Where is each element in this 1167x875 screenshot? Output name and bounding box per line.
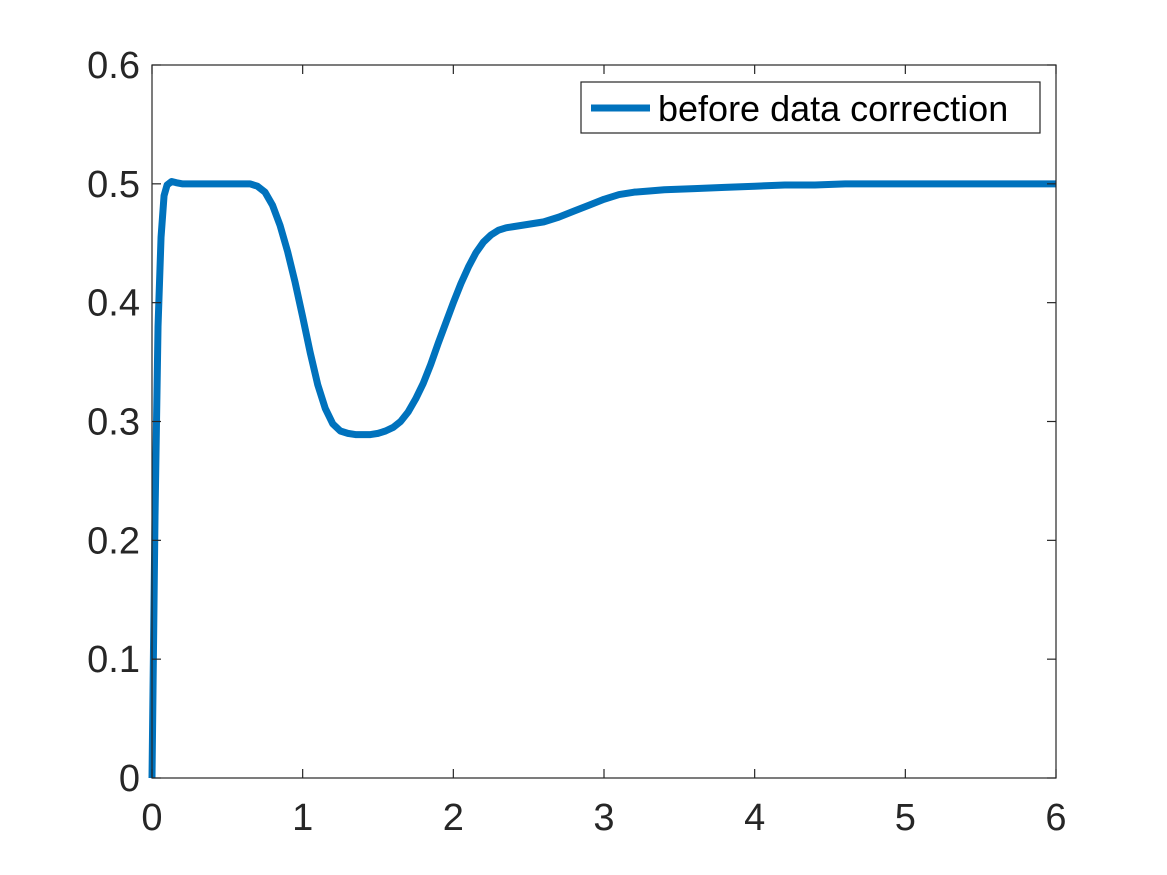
legend: before data correction <box>580 81 1041 134</box>
series-layer <box>148 177 1056 779</box>
x-tick-label: 0 <box>141 797 162 839</box>
x-tick-label: 3 <box>593 797 614 839</box>
tick-layer: 0 1 2 3 4 5 6 0 0.1 0.2 0.3 0.4 0.5 0.6 <box>87 45 1066 839</box>
y-tick-label: 0.2 <box>87 520 140 562</box>
x-tick-label: 5 <box>895 797 916 839</box>
y-tick-label: 0.3 <box>87 402 140 444</box>
plot-area-background <box>152 65 1056 778</box>
x-tick-label: 4 <box>744 797 765 839</box>
y-tick-label: 0.1 <box>87 639 140 681</box>
legend-label: before data correction <box>658 88 1008 129</box>
y-tick-label: 0 <box>119 758 140 800</box>
y-tick-label: 0.5 <box>87 164 140 206</box>
legend-box <box>580 81 1041 134</box>
x-tick-label: 2 <box>443 797 464 839</box>
y-tick-label: 0.6 <box>87 45 140 87</box>
x-tick-label: 6 <box>1045 797 1066 839</box>
y-tick-label: 0.4 <box>87 283 140 325</box>
x-tick-label: 1 <box>292 797 313 839</box>
series-line <box>148 177 1056 779</box>
